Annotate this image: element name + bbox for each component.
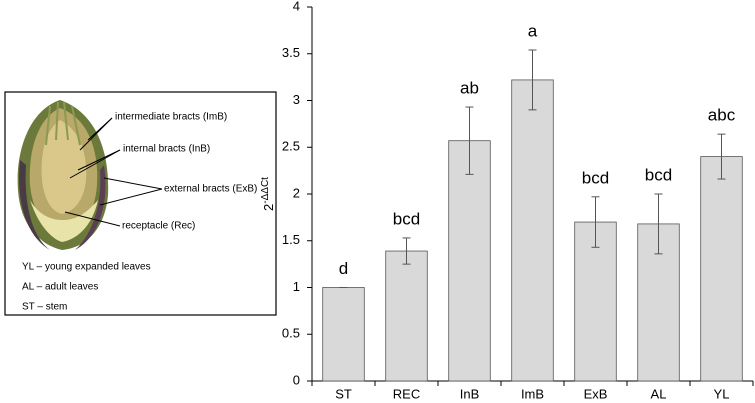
part-label: internal bracts (InB) [123, 144, 210, 155]
x-tick-label: ImB [521, 386, 544, 401]
y-tick-label: 2 [293, 185, 300, 200]
y-tick-label: 0 [293, 372, 300, 387]
y-label-exponent: -ΔΔCt [260, 177, 271, 204]
significance-letter: d [339, 259, 348, 278]
y-tick-label: 2.5 [282, 139, 300, 154]
x-tick-label: InB [460, 386, 480, 401]
inset: intermediate bracts (ImB) internal bract… [4, 91, 277, 316]
significance-letter: ab [460, 79, 479, 98]
y-tick-label: 3 [293, 92, 300, 107]
pointer-lines [64, 117, 163, 227]
bar [574, 221, 617, 382]
x-tick-label: ExB [584, 386, 608, 401]
bar [700, 156, 743, 382]
bar [385, 250, 428, 382]
bar [322, 287, 365, 382]
bar [448, 140, 491, 382]
y-label-base: 2 [261, 204, 276, 211]
part-label: external bracts (ExB) [164, 184, 257, 195]
y-tick-label: 0.5 [282, 326, 300, 341]
bar [511, 79, 554, 382]
part-label: intermediate bracts (ImB) [115, 112, 227, 123]
y-tick-label: 1.5 [282, 232, 300, 247]
x-tick-label: REC [393, 386, 420, 401]
legend-entry: AL – adult leaves [22, 282, 98, 293]
y-tick-label: 1 [293, 279, 300, 294]
significance-letter: bcd [582, 168, 609, 187]
significance-letter: bcd [393, 209, 420, 228]
y-tick-label: 4 [293, 0, 300, 13]
legend-entry: ST – stem [22, 302, 67, 313]
significance-letter: a [528, 21, 538, 40]
significance-letter: abc [708, 106, 736, 125]
part-label: receptacle (Rec) [122, 221, 195, 232]
y-axis-label: 2-ΔΔCt [260, 177, 277, 211]
artichoke-photo [17, 100, 109, 250]
x-tick-label: ST [335, 386, 352, 401]
significance-letter: bcd [645, 165, 672, 184]
x-tick-label: AL [651, 386, 667, 401]
y-tick-label: 3.5 [282, 45, 300, 60]
x-tick-label: YL [714, 386, 730, 401]
legend-entry: YL – young expanded leaves [22, 262, 151, 273]
